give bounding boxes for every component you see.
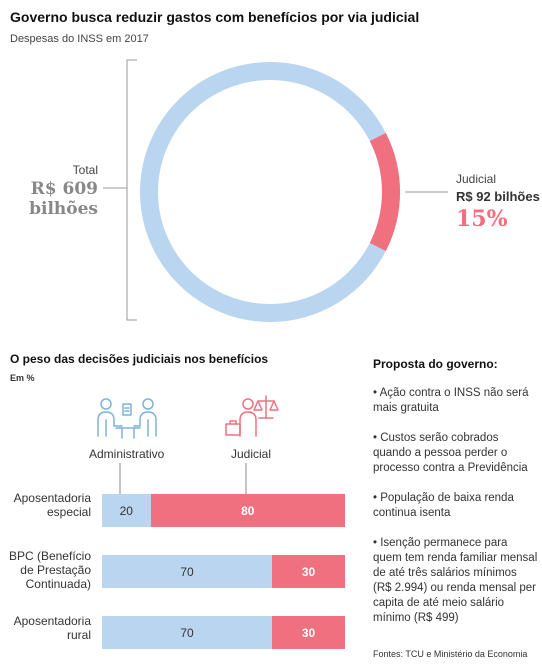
bar-segment-judicial: 30 bbox=[272, 616, 345, 649]
proposal-item: • Isenção permanece para quem tem renda … bbox=[373, 537, 538, 624]
bar-segment-administrativo: 70 bbox=[102, 555, 273, 588]
section-unit: Em % bbox=[10, 373, 35, 383]
category-label-1: BPC (Benefício de Prestação Continuada) bbox=[8, 549, 91, 591]
total-value: R$ 609 bilhões bbox=[29, 179, 98, 219]
stacked-bar-0: 20 80 bbox=[102, 494, 345, 527]
section-title: O peso das decisões judiciais nos benefí… bbox=[10, 352, 269, 366]
legend-judicial: Judicial bbox=[231, 447, 272, 461]
two-people-desk-icon bbox=[97, 398, 157, 439]
proposal-item: • Ação contra o INSS não será mais gratu… bbox=[373, 387, 529, 414]
source-note: Fontes: TCU e Ministério da Economia bbox=[373, 649, 528, 659]
category-label-0: Aposentadoria especial bbox=[13, 491, 91, 519]
proposal-item: • População de baixa renda continua isen… bbox=[373, 492, 514, 519]
stacked-bar-1: 70 30 bbox=[102, 555, 345, 588]
chart-subtitle: Despesas do INSS em 2017 bbox=[10, 33, 149, 45]
proposal-title: Proposta do governo: bbox=[373, 357, 498, 371]
donut-rest-slice bbox=[140, 62, 400, 322]
proposal-item: • Custos serão cobrados quando a pessoa … bbox=[373, 432, 528, 474]
leader-lines bbox=[119, 463, 247, 495]
category-label-2: Aposentadoria rural bbox=[13, 614, 91, 642]
chart-title: Governo busca reduzir gastos com benefíc… bbox=[10, 9, 420, 25]
total-label: Total bbox=[72, 163, 98, 177]
donut-chart bbox=[103, 59, 448, 322]
judicial-label: Judicial bbox=[456, 172, 497, 186]
judicial-percent: 15% bbox=[456, 206, 508, 232]
donut-judicial-slice bbox=[369, 132, 400, 252]
judge-scales-icon bbox=[225, 395, 279, 437]
bar-segment-judicial: 30 bbox=[272, 555, 345, 588]
stacked-bar-2: 70 30 bbox=[102, 616, 345, 649]
legend-administrativo: Administrativo bbox=[89, 447, 165, 461]
bar-segment-administrativo: 70 bbox=[102, 616, 273, 649]
total-bracket bbox=[126, 59, 137, 321]
judicial-value: R$ 92 bilhões bbox=[456, 189, 540, 204]
bar-segment-judicial: 80 bbox=[150, 494, 345, 527]
bar-segment-administrativo: 20 bbox=[102, 494, 151, 527]
